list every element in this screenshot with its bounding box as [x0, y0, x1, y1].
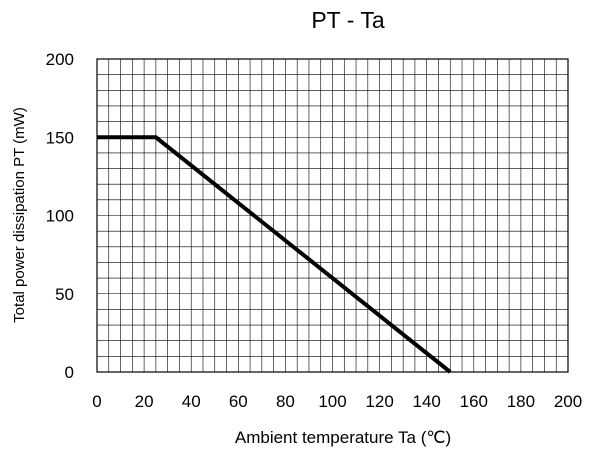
x-tick-label: 40 — [182, 392, 201, 411]
y-tick-label: 150 — [46, 128, 74, 147]
series-group — [97, 135, 452, 374]
x-tick-label: 0 — [92, 392, 101, 411]
chart-title: PT - Ta — [311, 7, 384, 33]
x-axis-label: Ambient temperature Ta (℃) — [235, 428, 451, 447]
y-tick-label: 200 — [46, 50, 74, 69]
grid — [96, 58, 569, 373]
x-tick-label: 60 — [229, 392, 248, 411]
x-tick-label: 80 — [276, 392, 295, 411]
y-axis-label: Total power dissipation PT (mW) — [11, 107, 28, 323]
x-tick-label: 160 — [460, 392, 488, 411]
x-tick-label: 140 — [413, 392, 441, 411]
x-tick-label: 100 — [318, 392, 346, 411]
series-line-1 — [97, 135, 452, 374]
plot-frame — [96, 58, 569, 373]
y-tick-label: 100 — [46, 207, 74, 226]
x-tick-labels: 0 20 40 60 80 100 120 140 160 180 200 — [92, 392, 582, 411]
y-tick-label: 0 — [65, 363, 74, 382]
x-tick-label: 200 — [554, 392, 582, 411]
x-tick-label: 120 — [365, 392, 393, 411]
y-tick-labels: 0 50 100 150 200 — [46, 50, 74, 382]
x-tick-label: 180 — [507, 392, 535, 411]
y-tick-label: 50 — [55, 285, 74, 304]
x-tick-label: 20 — [135, 392, 154, 411]
